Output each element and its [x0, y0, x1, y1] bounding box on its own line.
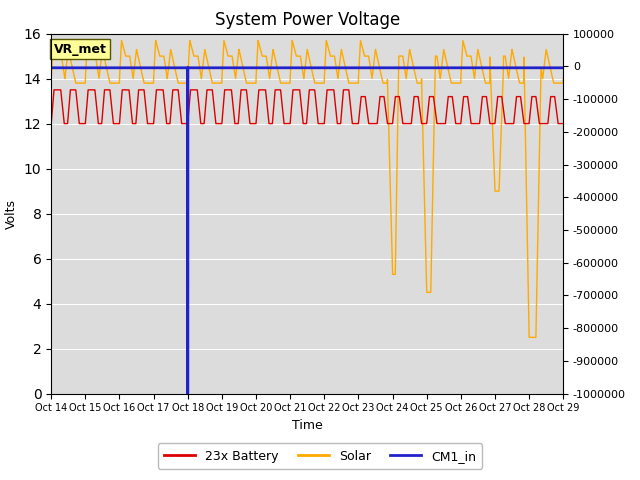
Y-axis label: Volts: Volts	[5, 199, 18, 228]
Title: System Power Voltage: System Power Voltage	[214, 11, 400, 29]
X-axis label: Time: Time	[292, 419, 323, 432]
Legend: 23x Battery, Solar, CM1_in: 23x Battery, Solar, CM1_in	[158, 444, 482, 469]
Text: VR_met: VR_met	[54, 43, 107, 56]
